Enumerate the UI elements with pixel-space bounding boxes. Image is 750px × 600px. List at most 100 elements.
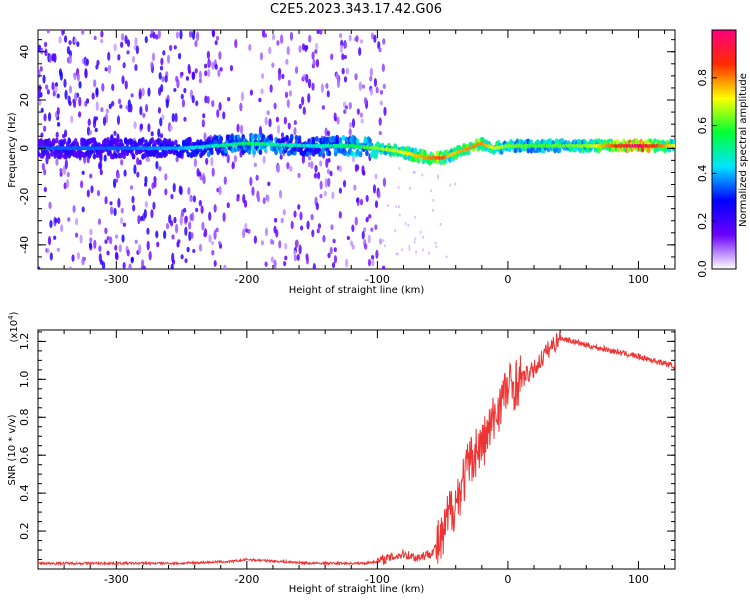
noise-speck (310, 160, 314, 169)
noise-speck (348, 34, 352, 42)
noise-speck (319, 193, 323, 199)
noise-speck (54, 85, 58, 94)
noise-speck (332, 238, 336, 244)
noise-speck (130, 93, 134, 98)
noise-speck (204, 70, 208, 77)
noise-speck (183, 87, 187, 94)
noise-speck (72, 205, 76, 213)
noise-speck (203, 132, 207, 142)
noise-speck (319, 160, 323, 167)
noise-speck (280, 217, 284, 224)
noise-speck (85, 98, 90, 104)
noise-speck (382, 265, 386, 269)
noise-speck (109, 201, 113, 206)
noise-speck (51, 53, 55, 61)
noise-speck (368, 214, 372, 219)
ridge-mark (186, 151, 191, 158)
noise-speck (111, 83, 115, 92)
noise-speck (49, 219, 53, 229)
noise-speck (315, 202, 319, 211)
noise-speck (164, 75, 168, 83)
noise-speck (421, 173, 424, 177)
noise-speck (136, 171, 140, 178)
noise-speck (63, 78, 67, 88)
noise-speck (64, 89, 68, 100)
noise-speck (365, 217, 369, 223)
noise-speck (351, 224, 355, 232)
noise-speck (166, 54, 171, 64)
noise-speck (113, 43, 117, 52)
noise-speck (311, 51, 315, 60)
noise-speck (367, 258, 372, 267)
noise-speck (222, 111, 226, 120)
noise-speck (191, 95, 195, 104)
noise-speck (96, 190, 101, 197)
noise-speck (312, 59, 316, 67)
noise-speck (135, 45, 139, 55)
noise-speck (297, 204, 301, 210)
snr-x-tick-label: -300 (104, 573, 129, 586)
noise-speck (114, 234, 119, 239)
noise-speck (122, 62, 126, 69)
noise-speck (215, 227, 219, 233)
noise-speck (243, 199, 248, 208)
noise-speck (226, 154, 230, 164)
noise-speck (99, 169, 103, 176)
noise-speck (314, 165, 318, 173)
noise-speck (195, 100, 199, 107)
noise-speck (367, 234, 371, 244)
noise-speck (144, 175, 148, 185)
noise-speck (66, 178, 70, 189)
noise-speck (210, 241, 215, 246)
noise-speck (284, 91, 289, 99)
noise-speck (131, 195, 135, 204)
noise-speck (93, 239, 97, 250)
noise-speck (164, 188, 168, 196)
noise-speck (215, 35, 220, 41)
noise-speck (63, 35, 68, 43)
ridge-mark (365, 150, 369, 157)
noise-speck (171, 112, 175, 123)
noise-speck (153, 180, 157, 188)
noise-speck (177, 239, 181, 244)
noise-speck (132, 204, 136, 212)
ridge-mark (141, 136, 145, 143)
spectrogram-y-tick-label: 20 (18, 93, 31, 107)
noise-speck (379, 100, 383, 106)
noise-speck (276, 163, 281, 174)
noise-speck (79, 180, 84, 189)
noise-speck (280, 132, 285, 138)
noise-speck (339, 33, 343, 39)
noise-speck (383, 106, 387, 116)
spectrogram-x-tick-label: 0 (504, 273, 511, 286)
noise-speck (79, 234, 83, 244)
noise-speck (338, 211, 342, 219)
noise-speck (47, 235, 52, 246)
noise-speck (286, 99, 290, 108)
ridge-mark (335, 134, 339, 141)
noise-speck (198, 70, 203, 80)
noise-speck (260, 88, 264, 95)
ridge-mark (38, 150, 40, 157)
noise-speck (136, 157, 140, 166)
noise-speck (408, 247, 411, 251)
noise-speck (321, 105, 325, 110)
noise-speck (69, 266, 73, 269)
noise-speck (119, 104, 123, 109)
noise-speck (301, 96, 305, 106)
noise-speck (117, 54, 121, 61)
ridge-mark (219, 135, 224, 142)
noise-speck (93, 35, 97, 40)
noise-speck (307, 156, 312, 161)
noise-speck (116, 173, 121, 179)
noise-speck (249, 89, 254, 96)
noise-speck (158, 72, 162, 80)
noise-speck (253, 162, 257, 168)
noise-speck (312, 262, 316, 269)
noise-speck (126, 39, 131, 48)
noise-speck (198, 199, 202, 207)
noise-speck (145, 156, 149, 163)
ridge-mark (640, 146, 645, 153)
noise-speck (113, 130, 117, 136)
ridge-mark (130, 138, 134, 145)
